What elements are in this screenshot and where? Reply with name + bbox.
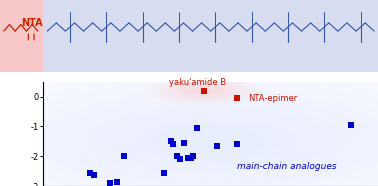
Point (174, 155, 180, 158)
Point (190, 155, 196, 158)
Text: NTA-epimer: NTA-epimer (248, 94, 297, 103)
Text: yaku'amide B: yaku'amide B (169, 78, 226, 87)
Point (170, 143, 176, 146)
FancyBboxPatch shape (0, 0, 43, 72)
Text: NTA: NTA (21, 18, 43, 28)
Point (181, 141, 187, 144)
Point (91, 173, 98, 176)
Point (114, 180, 120, 183)
Point (201, 89, 207, 92)
Point (187, 156, 194, 159)
Point (194, 126, 200, 129)
Point (234, 97, 240, 100)
Point (107, 182, 113, 185)
Point (348, 124, 354, 126)
Point (234, 143, 240, 146)
Point (177, 158, 183, 161)
Point (121, 155, 127, 158)
Point (185, 156, 191, 159)
FancyBboxPatch shape (43, 0, 378, 72)
Point (161, 171, 167, 174)
Point (167, 140, 174, 143)
Point (87, 171, 93, 174)
Text: main-chain analogues: main-chain analogues (237, 162, 337, 171)
Point (214, 144, 220, 147)
